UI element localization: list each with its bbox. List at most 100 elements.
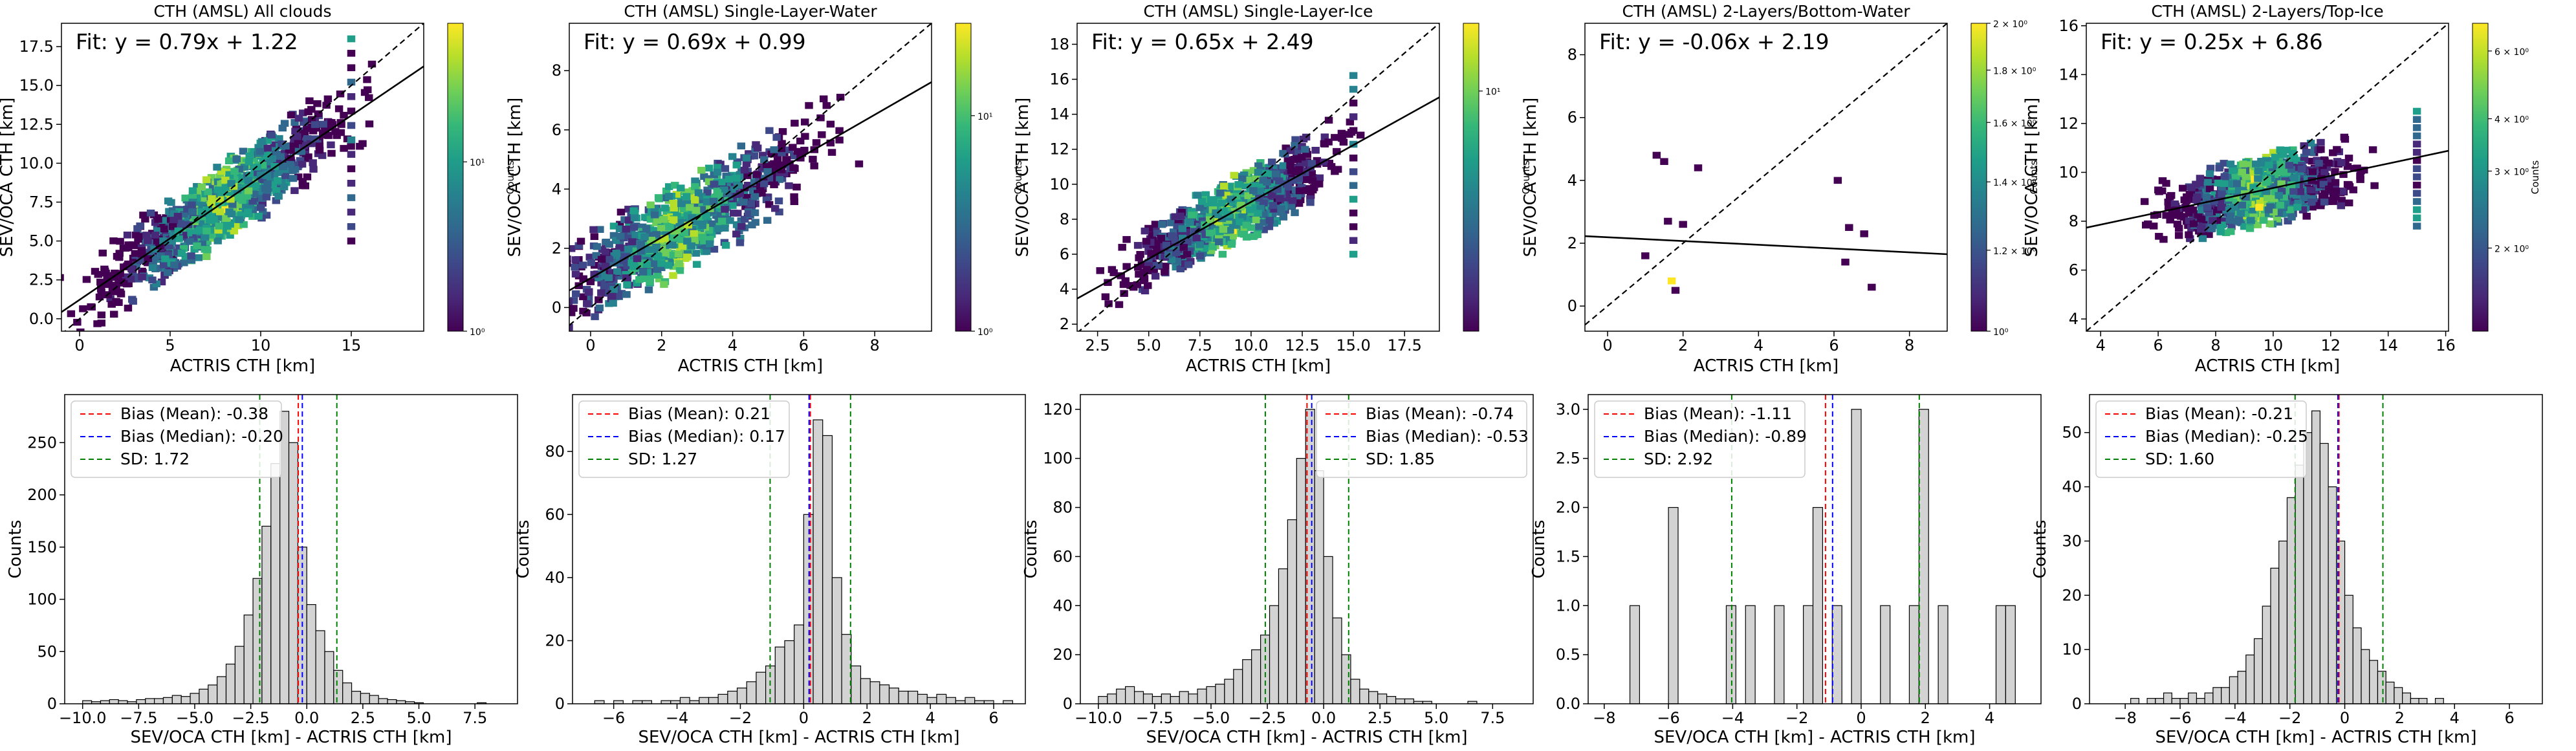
density-cell [188,208,197,215]
density-cell [2189,220,2198,228]
density-cell [1205,212,1214,220]
histogram-bar [860,678,871,704]
fit-annotation: Fit: y = 0.25x + 6.86 [2101,29,2323,54]
density-cell [279,163,287,171]
density-cell [215,195,224,203]
density-cell [1151,221,1160,228]
density-cell [778,149,786,157]
density-cell [305,97,314,105]
density-cell [647,237,656,244]
density-cell [589,226,598,234]
x-tick-label: 2 [1921,709,1930,727]
histogram-bar [2188,692,2198,704]
density-cell [737,223,746,230]
density-cell [684,246,693,254]
density-cell [2242,193,2250,201]
density-cell [196,220,205,228]
density-cell [2217,204,2225,211]
x-tick-label: 16 [2436,336,2456,354]
density-cell [2164,199,2172,206]
density-cell [1169,233,1177,241]
density-cell [721,165,730,172]
density-cell [667,241,675,248]
density-cell [703,190,712,197]
density-cell [2324,185,2333,193]
density-cell [2412,173,2421,180]
density-cell [187,252,195,259]
density-cell [215,223,223,230]
density-cell [2207,201,2216,209]
chart-title: CTH (AMSL) 2-Layers/Bottom-Water [1622,2,1910,21]
density-cell [657,264,666,272]
density-cell [153,227,162,234]
density-cell [686,204,694,211]
density-cell [657,260,666,267]
y-tick-label: 80 [1053,499,1073,517]
density-cell [2240,223,2249,230]
density-cell [149,261,157,268]
one-to-one-line [1585,23,1947,326]
chart-title: CTH (AMSL) All clouds [153,2,331,21]
density-cell [1269,202,1278,209]
density-cell [179,232,188,239]
density-cell [592,252,600,259]
density-cell [364,86,372,94]
histogram-bar [136,699,146,704]
density-cell [235,174,244,181]
y-tick-label: 4 [1060,280,1069,298]
density-cell [1273,186,1282,193]
y-tick-label: 8 [1567,46,1577,64]
density-cell [340,111,348,119]
legend-label: Bias (Mean): -1.11 [1644,404,1792,423]
density-cell [677,210,686,217]
density-cell [1275,177,1283,184]
y-tick-label: 16 [1049,71,1069,89]
density-cell [675,267,684,274]
density-cell [340,145,348,152]
density-cell [159,237,168,245]
density-cell [1349,85,1358,93]
density-cell [189,234,197,241]
density-cell [2254,175,2262,182]
histogram-bar [2361,649,2370,704]
density-cell [356,142,364,150]
fit-annotation: Fit: y = -0.06x + 2.19 [1599,29,1829,54]
density-cell [669,263,678,270]
density-cell [2276,168,2284,176]
density-cell [1167,219,1175,226]
density-cell [677,200,686,208]
density-cell [1146,239,1155,246]
density-cell [2205,185,2214,193]
histogram-bar [171,695,182,704]
density-cell [714,164,722,171]
histogram-bar [360,693,370,704]
histogram-bar [908,690,919,704]
density-cell [2205,170,2214,177]
histogram-bar [1107,693,1117,704]
density-cell [96,285,105,292]
density-cell [122,273,131,281]
density-cell [228,201,237,208]
density-cell [263,180,272,188]
density-cell [207,201,215,208]
density-cell [551,342,558,349]
density-cell [2210,191,2219,199]
histogram-bar [1668,506,1679,704]
histogram-bar [1296,458,1306,704]
density-cell [762,196,771,204]
histogram-bar [333,669,344,704]
density-cell [624,206,633,213]
density-cell [1331,168,1339,175]
density-cell [745,210,754,217]
density-cell [750,193,759,201]
histogram-bar [261,525,272,704]
histogram-bar [1278,568,1288,704]
density-cell [2209,217,2217,224]
density-cell [2220,217,2229,225]
density-cell [540,300,547,307]
density-cell [157,278,166,286]
histogram-bar [936,693,947,704]
density-cell [708,231,716,238]
density-cell [261,185,270,192]
histogram-bar [2171,698,2181,704]
